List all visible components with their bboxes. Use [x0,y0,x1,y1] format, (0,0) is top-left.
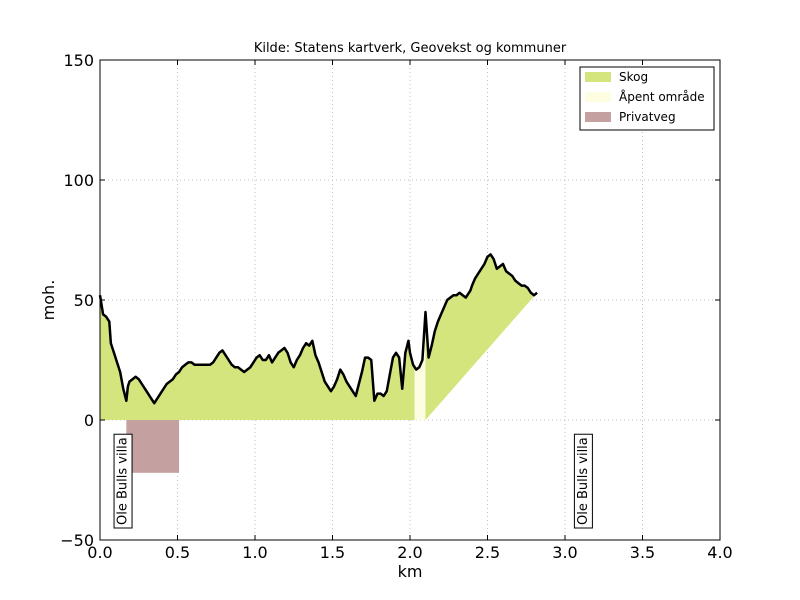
annotation-ole-bulls-villa: Ole Bulls villa [573,433,593,529]
y-tick-label: −50 [60,531,94,550]
x-axis-title: km [398,562,423,581]
legend-label-skog: Skog [619,70,648,84]
annotation-ole-bulls-villa: Ole Bulls villa [113,433,133,529]
x-tick-label: 0.5 [165,543,190,562]
x-axis-ticks: 0.0 0.5 1.0 1.5 2.0 2.5 3.0 3.5 4.0 [87,60,733,562]
annotation-label: Ole Bulls villa [116,437,131,525]
annotation-box [573,433,593,529]
x-tick-label: 0.0 [87,543,112,562]
x-tick-label: 1.5 [320,543,345,562]
legend-label-apent-omrade: Åpent område [619,89,705,104]
x-tick-label: 3.0 [552,543,577,562]
elevation-line-layer [98,253,538,405]
legend-swatch-skog [585,72,611,82]
y-tick-label: 0 [84,411,94,430]
y-tick-label: 100 [63,171,94,190]
y-tick-label: 150 [63,51,94,70]
grid-lines [100,60,720,540]
x-tick-label: 2.5 [475,543,500,562]
chart-title: Kilde: Statens kartverk, Geovekst og kom… [254,41,567,56]
legend-swatch-apent-omrade [585,92,611,102]
x-tick-label: 3.5 [630,543,655,562]
plot-area: Ole Bulls villa Ole Bulls villa [98,59,721,541]
y-tick-label: 50 [74,291,94,310]
x-tick-label: 1.0 [242,543,267,562]
annotation-label: Ole Bulls villa [576,437,591,525]
elevation-line [98,253,538,405]
annotation-layer: Ole Bulls villa Ole Bulls villa [113,433,593,529]
annotation-box [113,433,133,529]
legend: Skog Åpent område Privatveg [579,66,715,131]
private-road-bar [126,420,180,473]
x-tick-label: 2.0 [397,543,422,562]
x-tick-label: 4.0 [707,543,732,562]
private-road-bars [126,420,180,473]
legend-label-privatveg: Privatveg [619,110,676,124]
y-axis-ticks: −50 0 50 100 150 [60,51,720,550]
y-axis-title: moh. [39,280,58,321]
legend-swatch-privatveg [585,112,611,122]
